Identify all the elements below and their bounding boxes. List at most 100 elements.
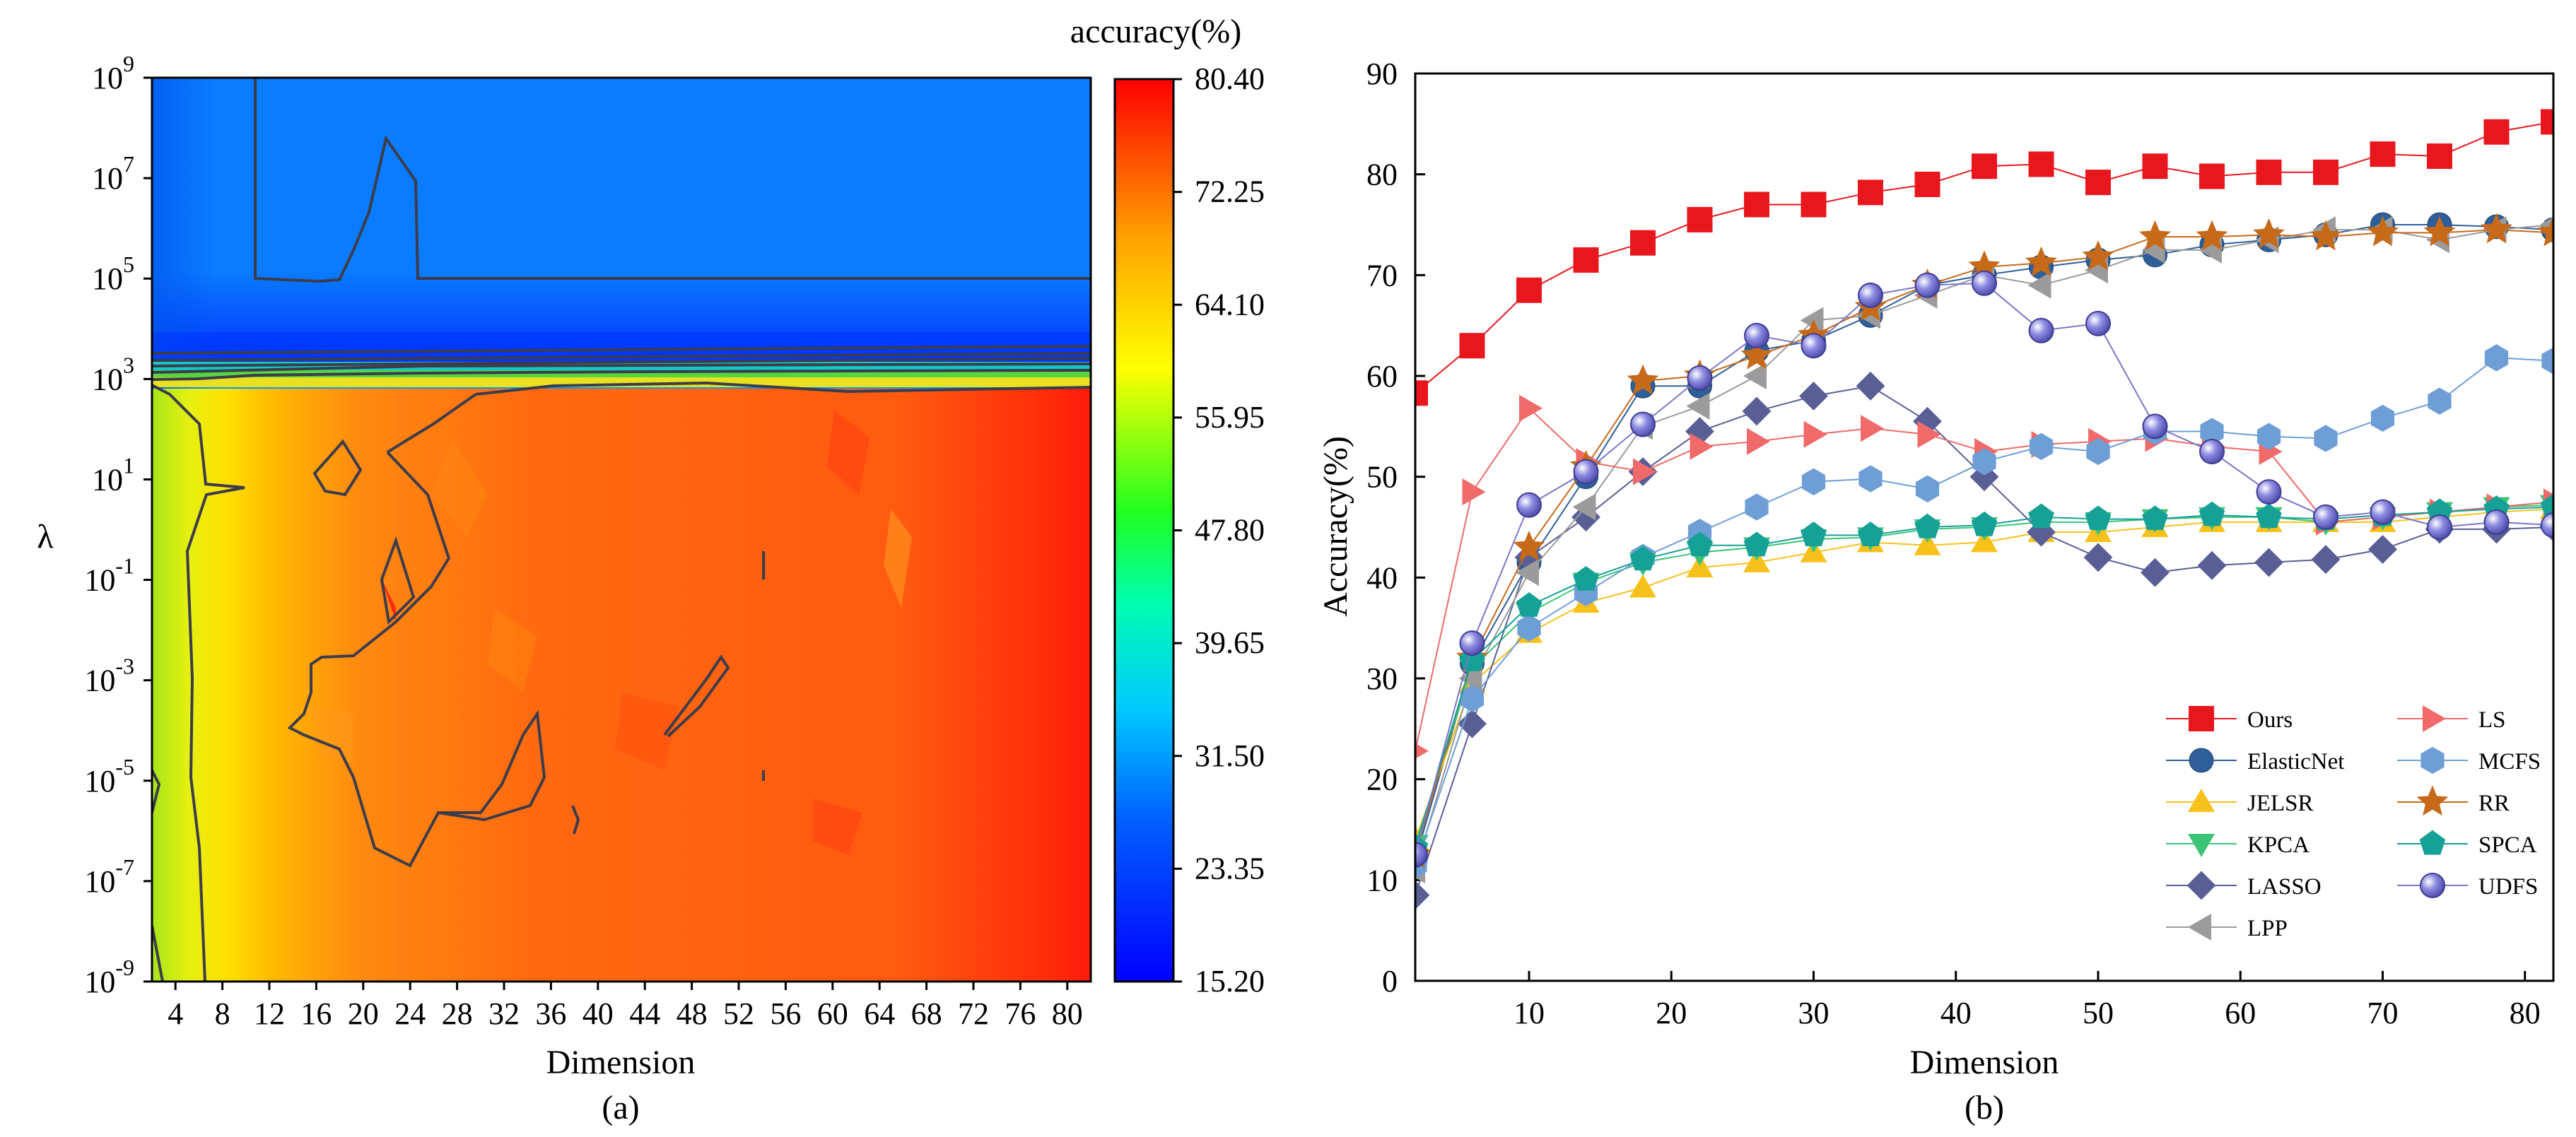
data-point-lpp	[2027, 271, 2051, 299]
data-point-spca	[2085, 505, 2112, 531]
heatmap-low-lambda-region	[152, 385, 1091, 982]
data-point-ls	[1519, 394, 1542, 422]
colorbar-title: accuracy(%)	[1070, 13, 1241, 50]
heatmap-x-tick-label: 32	[488, 996, 520, 1031]
legend-item-jelsr: JELSR	[2166, 788, 2314, 816]
data-point-spca	[1516, 592, 1542, 617]
data-point-spca	[2199, 501, 2225, 526]
colorbar-ticks: 80.40 72.25 64.10 55.95 47.80 39.65 31.50 23.35…	[1173, 61, 1265, 998]
line-chart-frame	[1414, 72, 2555, 982]
heatmap-x-tick-label: 28	[442, 996, 473, 1031]
colorbar-tick-label: 64.10	[1195, 287, 1265, 322]
data-point-rr	[1627, 364, 1659, 395]
line-x-axis-label: Dimension	[1910, 1044, 2059, 1081]
heatmap-x-ticks: 4 8 12 16 20 24 28 32 36 40 44 48 52 56 60 64 68 72 76 80	[168, 982, 1083, 1031]
data-point-ours	[2142, 153, 2168, 179]
line-x-tick-label: 80	[2510, 996, 2541, 1030]
heatmap-y-tick-base: 10	[92, 161, 123, 196]
data-point-ours	[1744, 192, 1769, 218]
heatmap-y-tick-exponent: -5	[115, 754, 134, 779]
line-y-tick-label: 30	[1366, 661, 1398, 696]
contour-line	[152, 345, 1091, 355]
heatmap-patch	[827, 410, 870, 495]
data-point-ours	[2483, 119, 2510, 145]
data-point-spca	[1801, 522, 1827, 546]
heatmap-x-tick-label: 4	[168, 996, 183, 1031]
legend-label: JELSR	[2247, 791, 2314, 816]
heatmap-patch	[431, 438, 488, 537]
line-y-tick-label: 80	[1366, 158, 1398, 192]
data-point-mcfs	[2314, 425, 2338, 452]
contour-line	[254, 78, 1091, 283]
line-x-tick-label: 60	[2225, 996, 2256, 1030]
data-point-ours	[2256, 159, 2282, 185]
heatmap-x-tick-label: 36	[535, 996, 566, 1031]
data-point-udfs	[2427, 514, 2452, 540]
colorbar-tick-label: 15.20	[1195, 964, 1265, 998]
heatmap-x-tick-label: 52	[723, 996, 754, 1031]
data-point-mcfs	[1517, 614, 1541, 642]
heatmap-x-tick-label: 24	[394, 996, 426, 1031]
data-point-rr	[2481, 213, 2512, 244]
legend-marker-spca	[2419, 830, 2446, 855]
colorbar-tick-label: 47.80	[1195, 513, 1265, 548]
heatmap-x-tick-label: 48	[677, 996, 708, 1031]
data-point-rr	[2082, 240, 2114, 271]
data-point-ours	[1630, 230, 1656, 256]
data-point-rr	[2537, 216, 2553, 247]
data-point-rr	[2139, 220, 2171, 251]
data-point-spca	[1857, 522, 1884, 546]
data-point-rr	[2253, 218, 2285, 249]
heatmap-transition-yellow	[152, 377, 1091, 387]
data-point-ls	[1633, 458, 1656, 485]
data-point-mcfs	[2086, 437, 2110, 466]
series-spca	[1415, 493, 2553, 859]
data-point-lpp	[1458, 664, 1482, 693]
data-point-ls	[1803, 420, 1827, 448]
contour-line	[152, 352, 1091, 362]
heatmap-x-tick-label: 80	[1052, 996, 1083, 1031]
contour-line	[152, 363, 1091, 374]
data-point-lpp	[1515, 559, 1539, 587]
heatmap-x-tick-label: 60	[817, 996, 848, 1031]
line-y-tick-label: 40	[1366, 560, 1398, 595]
legend-label: ElasticNet	[2247, 749, 2344, 774]
data-point-rr	[2367, 216, 2399, 247]
line-y-tick-label: 90	[1366, 57, 1398, 91]
legend-label: LPP	[2247, 916, 2288, 941]
contour-line	[287, 451, 546, 868]
legend-item-lasso: LASSO	[2166, 871, 2322, 900]
legend-label: RR	[2478, 791, 2510, 816]
data-point-ours	[2085, 170, 2111, 196]
data-point-rr	[2025, 246, 2057, 277]
heatmap-y-tick-base: 10	[92, 462, 123, 497]
data-point-udfs	[1914, 272, 1940, 298]
heatmap-y-tick-exponent: 5	[123, 252, 134, 277]
legend-item-kpca: KPCA	[2166, 832, 2309, 858]
heatmap-x-tick-label: 44	[629, 996, 660, 1031]
data-point-udfs	[2541, 512, 2553, 538]
data-point-lpp	[1743, 362, 1767, 390]
line-x-tick-label: 50	[2083, 996, 2114, 1030]
line-x-tick-label: 40	[1940, 996, 1972, 1030]
line-x-tick-label: 70	[2367, 996, 2399, 1030]
data-point-lasso	[1856, 371, 1885, 401]
data-point-udfs	[1744, 322, 1769, 348]
heatmap-y-axis-label: λ	[37, 518, 54, 555]
data-point-ours	[1415, 380, 1428, 406]
data-point-ls	[1917, 420, 1941, 448]
line-y-tick-label: 20	[1366, 762, 1398, 797]
contour-lines	[152, 78, 1091, 982]
data-point-spca	[1914, 513, 1940, 538]
data-point-rr	[2196, 220, 2228, 251]
legend-item-spca: SPCA	[2397, 830, 2537, 858]
heatmap-y-tick-base: 10	[84, 864, 115, 899]
data-point-ours	[1914, 171, 1940, 197]
data-point-udfs	[2370, 499, 2396, 525]
contour-line	[152, 925, 164, 982]
line-y-tick-label: 60	[1366, 359, 1398, 394]
heatmap-transition-green	[152, 370, 1091, 377]
legend-item-rr: RR	[2397, 785, 2510, 816]
data-point-udfs	[2199, 439, 2225, 464]
